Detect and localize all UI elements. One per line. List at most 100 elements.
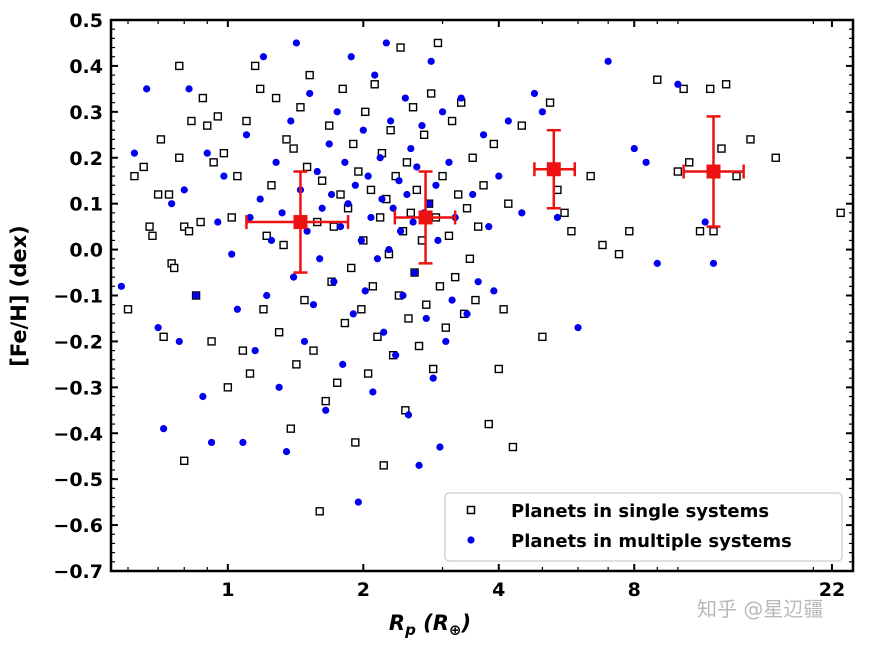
multiple-system-point (376, 154, 384, 162)
multiple-system-point (401, 94, 409, 102)
multiple-system-point (239, 438, 247, 447)
multiple-system-point (246, 213, 254, 222)
single-system-point (598, 240, 607, 250)
x-axis-title-sub: p (404, 621, 416, 639)
single-system-point (368, 282, 378, 291)
single-system-point (184, 227, 194, 236)
multiple-system-point (349, 310, 357, 318)
single-system-point (695, 227, 705, 236)
multiple-system-point (630, 144, 638, 153)
multiple-system-point (278, 209, 286, 217)
single-system-point (130, 171, 139, 181)
single-system-point (180, 222, 189, 231)
single-system-point (223, 383, 233, 392)
single-system-point (349, 139, 358, 149)
single-system-point (233, 171, 242, 181)
single-system-point (329, 222, 339, 231)
y-tick-label: 0.2 (69, 148, 103, 170)
y-tick-label: −0.5 (53, 469, 103, 491)
binned-mean-points (245, 115, 745, 274)
single-system-point (517, 121, 527, 130)
multiple-system-point (469, 190, 477, 199)
multiple-system-point (490, 287, 498, 295)
multiple-system-point (445, 158, 453, 166)
single-system-point (444, 231, 454, 241)
multiple-system-point (354, 498, 362, 506)
multiple-system-point (154, 324, 162, 332)
single-system-point (317, 176, 327, 185)
multiple-system-point (518, 209, 526, 217)
multiple-system-point (604, 57, 612, 65)
single-system-point (198, 93, 208, 103)
single-system-point (447, 116, 457, 126)
multiple-system-point (403, 190, 411, 199)
single-system-point (250, 61, 260, 71)
single-system-point (836, 208, 845, 218)
y-tick-label: −0.4 (53, 423, 103, 445)
single-system-point (180, 456, 189, 465)
single-system-point (187, 116, 196, 126)
multiple-system-point (399, 291, 407, 300)
multiple-system-point (292, 39, 300, 47)
multiple-system-point (344, 200, 352, 208)
single-system-point (717, 144, 726, 153)
multiple-system-point (203, 149, 211, 157)
single-system-point (207, 337, 216, 346)
single-system-point (396, 43, 405, 52)
single-system-point (170, 263, 179, 273)
multiple-system-point (282, 448, 291, 456)
single-system-point (366, 185, 376, 195)
multiple-system-point (316, 255, 324, 263)
multiple-system-point (351, 181, 359, 189)
single-system-point (545, 98, 555, 107)
multiple-system-point (709, 259, 718, 267)
single-system-point (414, 341, 424, 351)
single-system-point (267, 181, 276, 190)
single-system-point (406, 208, 415, 218)
x-axis-title: Rp (R⊕) (389, 611, 471, 639)
multiple-system-point (674, 80, 682, 88)
legend-box (444, 492, 843, 562)
single-system-point (245, 369, 255, 378)
y-tick-label: −0.7 (53, 561, 103, 583)
multiple-system-point (422, 314, 430, 323)
single-system-point (419, 130, 429, 139)
multiple-system-point (442, 337, 450, 346)
single-system-point (462, 204, 472, 213)
single-system-point (709, 227, 718, 236)
single-system-point (706, 84, 715, 94)
multiple-system-point (341, 158, 349, 166)
multiple-system-point (429, 374, 437, 382)
multiple-system-point (474, 278, 482, 286)
multiple-system-point (427, 57, 435, 65)
single-system-point (282, 135, 291, 144)
multiple-system-point (318, 204, 326, 212)
multiple-system-point (228, 250, 236, 258)
multiple-system-point (485, 223, 493, 231)
single-system-point (361, 107, 370, 117)
single-system-point (315, 507, 324, 516)
multiple-system-point (185, 85, 193, 93)
axis-ticks: −0.7 −0.6 −0.5 −0.4 −0.3 −0.2 −0.1 0.0 0.1 0.2 0.3… (53, 10, 853, 601)
multiple-system-point (357, 236, 365, 244)
single-system-point (468, 153, 477, 162)
single-system-point (404, 314, 413, 323)
single-system-point (255, 84, 265, 94)
single-system-point (321, 396, 330, 406)
multiple-system-point (214, 218, 222, 226)
binned-mean-point (706, 164, 721, 179)
single-system-point (614, 249, 624, 259)
multiple-system-point (359, 126, 367, 134)
multiple-system-point (404, 411, 413, 419)
y-axis-title: [Fe/H] (dex) (7, 225, 31, 367)
single-system-point (286, 424, 295, 433)
multiple-system-point (303, 227, 311, 235)
single-system-point (471, 295, 480, 305)
multiple-system-point (553, 213, 562, 222)
single-system-point (426, 89, 436, 98)
single-system-point (338, 84, 347, 94)
single-system-point (422, 300, 431, 309)
multiple-system-point (306, 89, 314, 98)
single-system-point (473, 222, 483, 231)
